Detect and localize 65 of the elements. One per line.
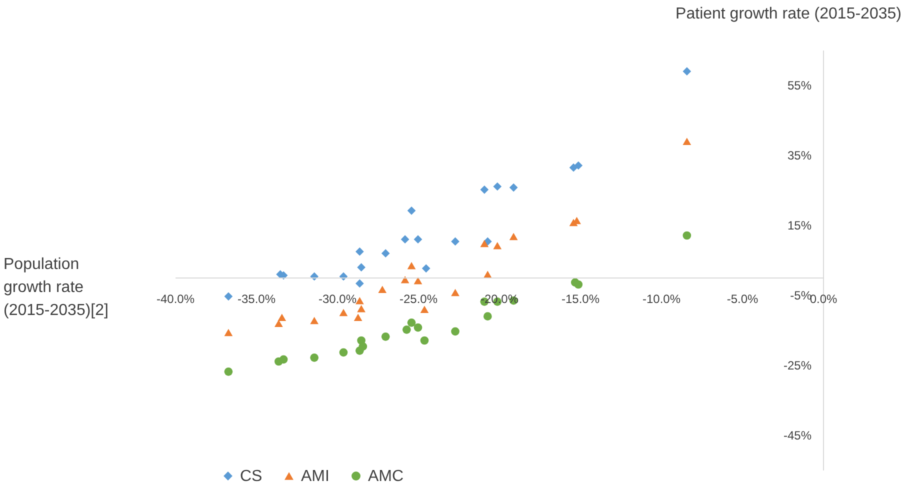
point	[682, 67, 692, 76]
x-axis-title: Population growth rate (2015-2035)[2]	[4, 256, 108, 319]
point	[493, 242, 502, 250]
y-tick-label: -25%	[783, 358, 812, 372]
y-tick-label: 35%	[787, 148, 812, 162]
point	[381, 249, 390, 258]
y-axis-title: Patient growth rate (2015-2035)	[676, 6, 902, 22]
point	[420, 306, 429, 313]
point	[339, 308, 348, 316]
point	[483, 312, 492, 321]
y-tick-label: 55%	[787, 78, 812, 92]
y-tick-label: -5%	[790, 288, 812, 302]
point	[414, 235, 422, 244]
point	[509, 232, 518, 240]
x-tick-label: 0.0%	[810, 292, 838, 306]
point	[509, 183, 518, 192]
point	[682, 231, 692, 240]
y-tick-label: 15%	[787, 218, 812, 232]
point	[355, 247, 364, 256]
point	[357, 263, 366, 272]
point	[422, 264, 430, 273]
legend-label: AMC	[368, 468, 404, 485]
point	[310, 353, 319, 362]
point	[569, 163, 578, 172]
point	[400, 235, 410, 244]
x-tick-label: -25.0%	[399, 292, 438, 306]
point	[414, 277, 422, 284]
x-tick-label: -15.0%	[561, 292, 600, 306]
point	[339, 348, 348, 357]
point	[224, 292, 233, 301]
point	[407, 262, 416, 270]
point	[451, 288, 460, 296]
point	[278, 314, 286, 322]
legend-label: CS	[240, 468, 262, 485]
point	[402, 325, 411, 334]
point	[480, 185, 489, 194]
point	[224, 367, 233, 376]
x-tick-label: -5.0%	[726, 292, 758, 306]
point	[378, 286, 387, 294]
point	[480, 240, 489, 248]
point	[279, 355, 288, 364]
point	[355, 279, 364, 288]
point	[682, 138, 692, 145]
point	[358, 342, 368, 351]
point	[354, 314, 362, 322]
x-tick-label: -40.0%	[156, 292, 195, 306]
point	[407, 206, 416, 215]
point	[493, 182, 502, 191]
point	[381, 332, 390, 341]
point	[451, 327, 460, 336]
point	[451, 237, 460, 246]
point	[407, 318, 416, 327]
x-tick-label: -30.0%	[318, 292, 357, 306]
y-tick-label: -45%	[783, 428, 812, 442]
point	[414, 323, 422, 332]
point	[420, 336, 429, 345]
point	[574, 280, 583, 289]
x-tick-label: -35.0%	[237, 292, 276, 306]
point	[574, 161, 583, 170]
point	[310, 316, 319, 324]
legend-label: AMI	[301, 468, 330, 485]
x-tick-label: -10.0%	[642, 292, 681, 306]
point	[274, 320, 283, 327]
point	[224, 328, 233, 336]
point	[357, 305, 366, 312]
